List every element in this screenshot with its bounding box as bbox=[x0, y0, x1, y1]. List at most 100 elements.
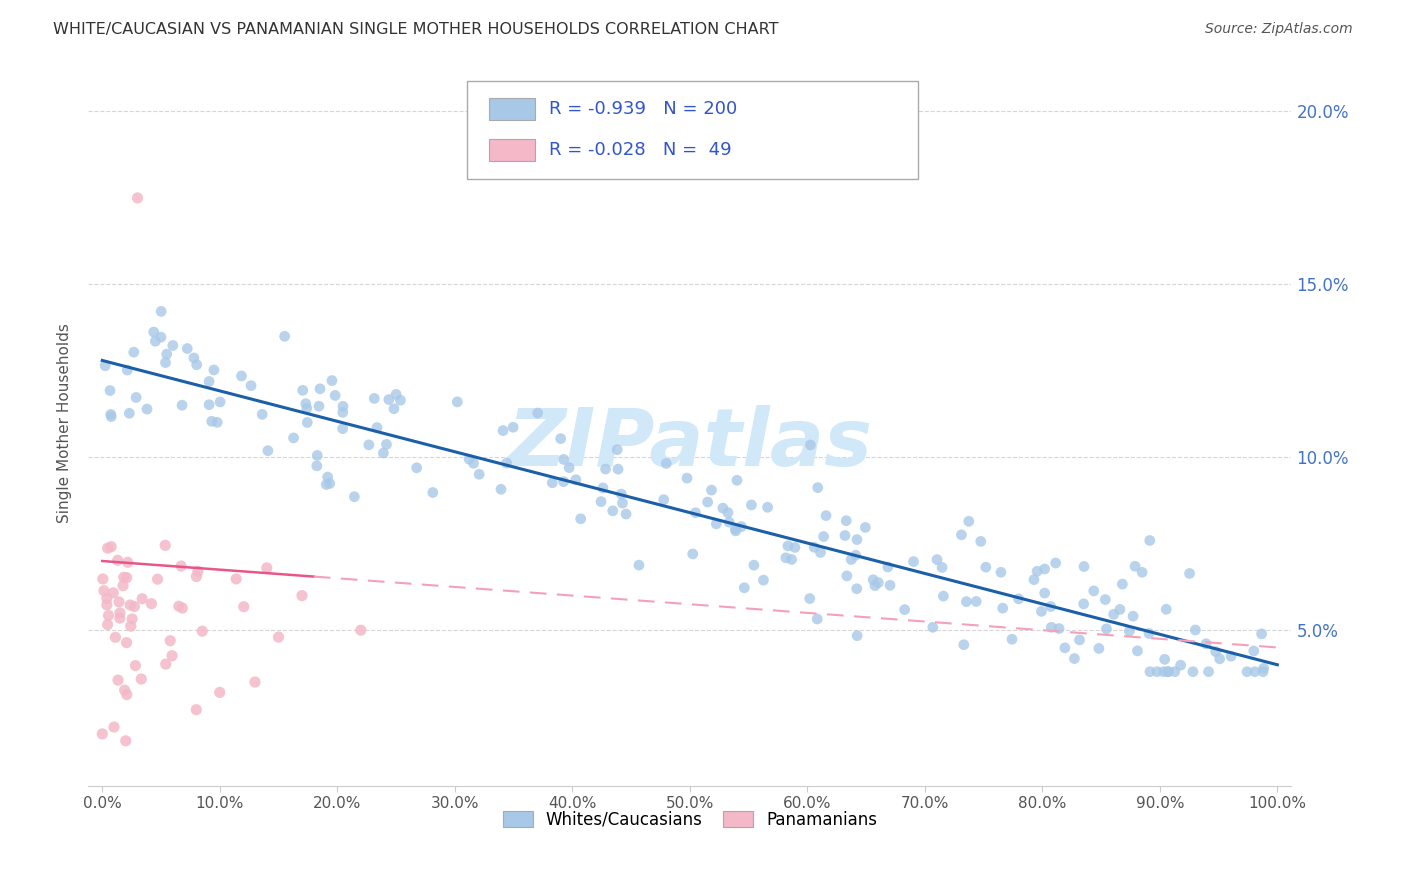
Point bbox=[115, 688, 138, 702]
Point bbox=[124, 658, 146, 673]
Point bbox=[1130, 566, 1153, 580]
Point bbox=[405, 460, 427, 475]
Text: R = -0.939   N = 200: R = -0.939 N = 200 bbox=[548, 100, 737, 118]
Point bbox=[142, 325, 165, 339]
Point bbox=[283, 431, 305, 445]
Point bbox=[655, 457, 678, 471]
Point bbox=[202, 363, 225, 377]
Point bbox=[845, 582, 868, 596]
Point bbox=[150, 330, 173, 344]
Point bbox=[385, 387, 408, 401]
Point bbox=[965, 594, 987, 608]
Point bbox=[115, 571, 138, 585]
Point bbox=[115, 635, 138, 649]
Point bbox=[187, 564, 209, 578]
Point bbox=[114, 683, 136, 698]
Point bbox=[704, 516, 727, 531]
Point bbox=[205, 415, 228, 429]
Point bbox=[103, 586, 125, 600]
Point bbox=[1178, 566, 1201, 581]
Point bbox=[307, 449, 329, 463]
Point bbox=[294, 397, 316, 411]
Point bbox=[146, 572, 169, 586]
Point bbox=[389, 393, 412, 408]
Point bbox=[925, 552, 948, 566]
Point bbox=[256, 561, 278, 575]
Point bbox=[921, 620, 943, 634]
Point bbox=[1170, 658, 1192, 673]
Point bbox=[724, 522, 747, 536]
Point bbox=[305, 458, 328, 473]
Point bbox=[332, 405, 354, 419]
Point bbox=[1157, 665, 1180, 679]
Point bbox=[373, 446, 395, 460]
Point bbox=[209, 395, 232, 409]
Point bbox=[422, 485, 444, 500]
Point bbox=[717, 506, 740, 520]
Point bbox=[1244, 665, 1267, 679]
Point bbox=[592, 481, 614, 495]
Point bbox=[1007, 591, 1029, 606]
Point bbox=[974, 560, 997, 574]
Point bbox=[1073, 597, 1095, 611]
Point bbox=[862, 573, 884, 587]
Point bbox=[1208, 652, 1230, 666]
Point bbox=[1126, 644, 1149, 658]
Point bbox=[957, 514, 980, 528]
Point bbox=[318, 476, 340, 491]
Point bbox=[1026, 564, 1049, 578]
Point bbox=[124, 599, 146, 614]
Point bbox=[198, 398, 221, 412]
Point bbox=[1033, 562, 1056, 576]
Point bbox=[730, 519, 752, 533]
Point bbox=[153, 538, 176, 552]
Point bbox=[1073, 559, 1095, 574]
FancyBboxPatch shape bbox=[467, 81, 918, 179]
Point bbox=[108, 611, 131, 625]
Text: R = -0.028   N =  49: R = -0.028 N = 49 bbox=[548, 141, 731, 160]
Point bbox=[676, 471, 699, 485]
Point bbox=[903, 555, 925, 569]
Point bbox=[1053, 640, 1076, 655]
Point bbox=[240, 378, 263, 392]
Point bbox=[100, 408, 122, 422]
Point bbox=[558, 460, 581, 475]
Point bbox=[1220, 649, 1243, 664]
Point bbox=[156, 347, 179, 361]
Point bbox=[700, 483, 723, 497]
Point bbox=[363, 392, 385, 406]
Point bbox=[685, 506, 707, 520]
Point bbox=[1123, 559, 1146, 574]
Point bbox=[250, 408, 273, 422]
Point bbox=[489, 483, 512, 497]
Point bbox=[141, 597, 163, 611]
Point bbox=[652, 492, 675, 507]
Point bbox=[1243, 644, 1265, 658]
Point bbox=[366, 420, 388, 434]
Point bbox=[1157, 665, 1180, 679]
Point bbox=[108, 606, 131, 620]
Point bbox=[120, 619, 142, 633]
Point bbox=[541, 475, 564, 490]
Point bbox=[93, 583, 115, 598]
Point bbox=[127, 191, 149, 205]
Point bbox=[970, 534, 993, 549]
Point bbox=[868, 575, 890, 590]
Point bbox=[799, 438, 821, 452]
Point bbox=[835, 569, 858, 583]
Point bbox=[382, 401, 405, 416]
Point bbox=[569, 512, 592, 526]
Point bbox=[682, 547, 704, 561]
Point bbox=[492, 424, 515, 438]
Point bbox=[100, 409, 122, 424]
Point bbox=[1118, 624, 1140, 639]
Point bbox=[740, 498, 762, 512]
Point bbox=[267, 630, 290, 644]
Point bbox=[231, 369, 253, 384]
Point bbox=[1181, 665, 1204, 679]
FancyBboxPatch shape bbox=[489, 139, 534, 161]
Point bbox=[315, 477, 337, 491]
FancyBboxPatch shape bbox=[489, 98, 534, 120]
Point bbox=[893, 602, 915, 616]
Point bbox=[186, 703, 208, 717]
